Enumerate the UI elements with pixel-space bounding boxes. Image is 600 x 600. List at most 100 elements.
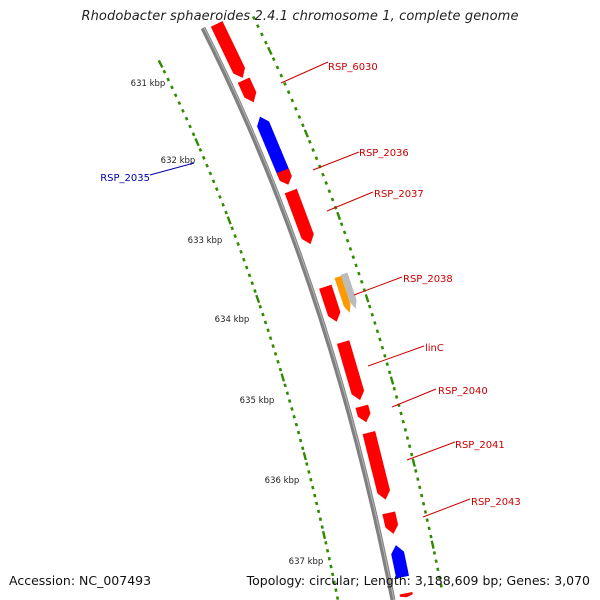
scale-labels: 631 kbp 632 kbp 633 kbp 634 kbp 635 kbp 636 k…	[131, 79, 324, 567]
minor-tick	[324, 541, 328, 545]
minor-tick	[335, 596, 340, 600]
gene-arrow-rsp-2043	[382, 511, 399, 534]
major-tick	[411, 458, 416, 467]
chromosome-backbone	[200, 26, 396, 600]
feature-grey	[340, 272, 357, 309]
minor-tick	[162, 69, 167, 74]
gene-label: RSP_2035	[100, 173, 150, 184]
minor-tick	[429, 534, 433, 539]
minor-tick	[351, 255, 356, 260]
minor-tick	[420, 493, 424, 498]
minor-tick	[378, 337, 382, 342]
minor-tick	[327, 189, 332, 194]
minor-tick	[294, 422, 299, 427]
minor-tick	[401, 419, 405, 424]
minor-tick	[236, 242, 240, 246]
major-tick	[157, 59, 164, 69]
minor-tick	[357, 271, 361, 276]
gene-leader-line	[353, 276, 403, 296]
minor-tick	[271, 344, 275, 348]
gene-label: RSP_2037	[374, 189, 424, 200]
gene-label: RSP_6030	[328, 62, 378, 73]
minor-tick	[359, 279, 364, 284]
minor-tick	[425, 518, 429, 522]
minor-tick	[170, 85, 174, 90]
minor-tick	[188, 124, 192, 129]
gene-label: RSP_2038	[403, 274, 453, 285]
minor-tick	[325, 548, 330, 553]
minor-tick	[251, 15, 256, 20]
gene-arrow-rsp-6030	[210, 21, 245, 78]
scale-label: 637 kbp	[289, 557, 324, 567]
minor-tick	[301, 446, 305, 451]
minor-tick	[332, 580, 336, 585]
minor-tick	[405, 436, 410, 440]
gene-labels: RSP_6030 RSP_2035 RSP_2036 RSP_2037 RSP_2038…	[100, 61, 521, 518]
minor-tick	[432, 551, 437, 555]
minor-tick	[198, 148, 203, 152]
minor-tick	[261, 312, 265, 317]
gene-arrow-rsp-2038	[319, 284, 341, 322]
minor-tick	[375, 329, 380, 334]
gene-arrow-rsp-2037	[284, 188, 314, 245]
minor-tick	[294, 106, 298, 111]
minor-tick	[345, 238, 350, 243]
minor-tick	[283, 81, 287, 86]
minor-tick	[292, 414, 296, 419]
tick-marks	[157, 15, 443, 600]
minor-tick	[266, 328, 270, 333]
gene-label: RSP_2036	[359, 148, 409, 159]
minor-tick	[392, 386, 396, 391]
minor-tick	[239, 249, 243, 254]
scale-label: 633 kbp	[188, 236, 223, 246]
minor-tick	[394, 395, 399, 399]
minor-tick	[166, 77, 171, 82]
minor-tick	[439, 583, 443, 588]
gene-arrow-rsp-2035	[257, 116, 290, 177]
minor-tick	[339, 222, 344, 227]
major-tick	[280, 373, 286, 382]
feature-orange	[334, 275, 351, 313]
minor-tick	[414, 468, 418, 473]
gene-features	[210, 21, 413, 598]
minor-tick	[320, 525, 324, 529]
minor-tick	[221, 202, 225, 207]
gene-leader-line	[422, 498, 471, 518]
minor-tick	[318, 517, 323, 522]
minor-tick	[191, 132, 196, 137]
minor-tick	[173, 93, 178, 98]
major-tick	[336, 211, 342, 221]
minor-tick	[184, 116, 189, 121]
minor-tick	[383, 354, 387, 358]
minor-tick	[408, 444, 412, 449]
minor-tick	[273, 352, 278, 356]
minor-tick	[421, 501, 426, 506]
minor-tick	[208, 171, 213, 176]
minor-tick	[268, 336, 273, 341]
gene-leader-line	[367, 345, 425, 367]
minor-tick	[313, 493, 317, 498]
minor-tick	[181, 108, 185, 113]
gene-label: linC	[425, 343, 444, 354]
gene-arrow-reverse-bottom	[391, 545, 409, 579]
minor-tick	[348, 246, 353, 251]
major-tick	[364, 294, 370, 303]
gene-label: RSP_2041	[455, 440, 505, 451]
scale-label: 636 kbp	[265, 476, 300, 486]
minor-tick	[224, 210, 228, 215]
minor-tick	[324, 181, 329, 185]
genome-summary-text: Topology: circular; Length: 3,188,609 bp…	[246, 573, 590, 588]
minor-tick	[423, 510, 428, 514]
minor-tick	[256, 24, 260, 29]
gene-arrow-rsp-2040	[355, 404, 371, 423]
minor-tick	[296, 430, 301, 435]
minor-tick	[434, 559, 438, 563]
minor-tick	[416, 477, 420, 482]
minor-tick	[250, 281, 255, 286]
minor-tick	[410, 452, 414, 457]
accession-text: Accession: NC_007493	[9, 573, 152, 588]
major-tick	[302, 451, 307, 461]
gene-leader-line	[391, 388, 437, 408]
minor-tick	[301, 123, 305, 128]
minor-tick	[436, 567, 440, 572]
